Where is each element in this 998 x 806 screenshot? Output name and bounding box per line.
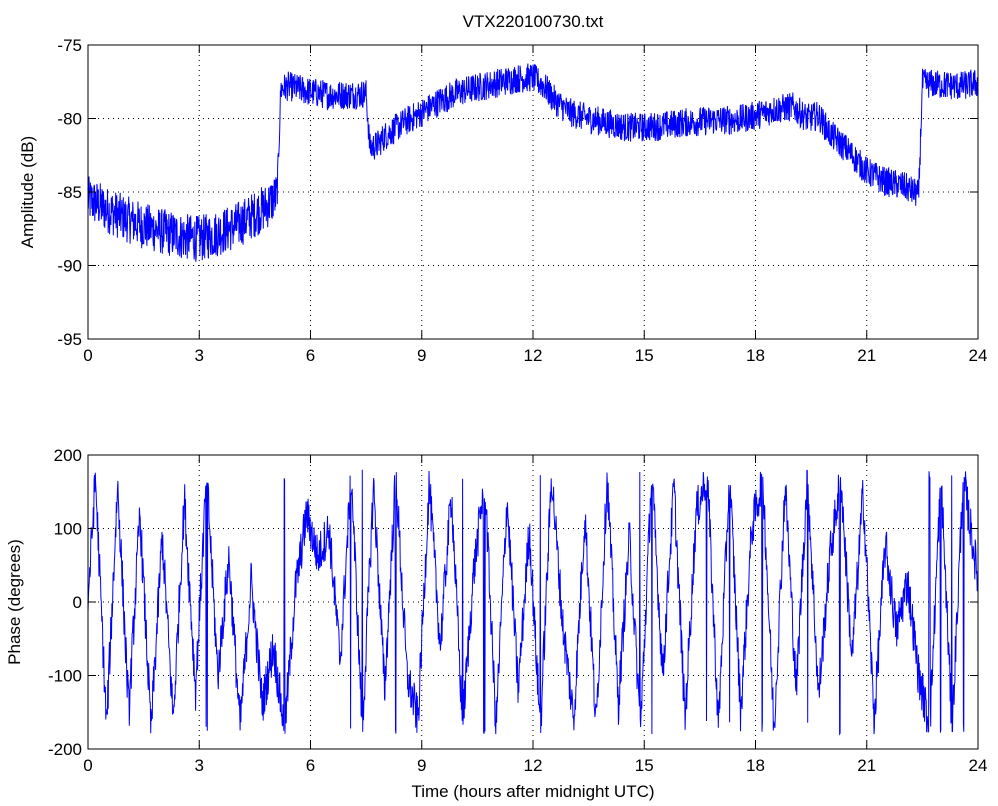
phase-xlabel: Time (hours after midnight UTC)	[411, 782, 654, 801]
y-tick-label: -85	[57, 183, 82, 202]
y-tick-label: -80	[57, 110, 82, 129]
x-tick-label: 9	[417, 756, 426, 775]
x-tick-label: 18	[746, 756, 765, 775]
y-tick-label: -75	[57, 36, 82, 55]
x-tick-label: 12	[524, 346, 543, 365]
phase-ylabel: Phase (degrees)	[5, 539, 24, 665]
x-tick-label: 9	[417, 346, 426, 365]
x-tick-label: 15	[635, 346, 654, 365]
x-tick-label: 18	[746, 346, 765, 365]
amplitude-series-group	[87, 63, 979, 262]
amplitude-grid	[88, 45, 978, 339]
x-tick-label: 3	[195, 756, 204, 775]
y-tick-label: -200	[48, 740, 82, 759]
amplitude-ylabel: Amplitude (dB)	[18, 136, 37, 248]
x-tick-label: 6	[306, 756, 315, 775]
amplitude-axes-box	[87, 44, 979, 340]
amplitude-series-line	[87, 63, 979, 262]
x-tick-label: 12	[524, 756, 543, 775]
x-tick-label: 21	[857, 756, 876, 775]
y-tick-label: 0	[73, 593, 82, 612]
x-tick-label: 21	[857, 346, 876, 365]
x-tick-label: 24	[969, 756, 988, 775]
phase-axes-box	[87, 454, 979, 750]
phase-ticks: 0 3 6 9 12 15 18 21 24 -200 -100 0 100 200	[48, 446, 987, 775]
x-tick-label: 24	[969, 346, 988, 365]
amplitude-ticks: 0 3 6 9 12 15 18 21 24 -95 -90 -85 -80 -75	[57, 36, 987, 365]
phase-panel: 0 3 6 9 12 15 18 21 24 -200 -100 0 100 200 Phase (deg…	[5, 446, 987, 801]
y-tick-label: 100	[54, 520, 82, 539]
y-tick-label: -95	[57, 330, 82, 349]
x-tick-label: 15	[635, 756, 654, 775]
x-tick-label: 6	[306, 346, 315, 365]
y-tick-label: 200	[54, 446, 82, 465]
x-tick-label: 3	[195, 346, 204, 365]
phase-series-line	[87, 469, 979, 736]
y-tick-label: -100	[48, 667, 82, 686]
phase-series-group	[87, 469, 979, 736]
y-tick-label: -90	[57, 257, 82, 276]
x-tick-label: 0	[83, 346, 92, 365]
amplitude-title: VTX220100730.txt	[463, 12, 604, 31]
amplitude-panel: VTX220100730.txt 0 3 6 9 12 15 18 21 24 -95 -90 -85…	[18, 12, 987, 365]
x-tick-label: 0	[83, 756, 92, 775]
